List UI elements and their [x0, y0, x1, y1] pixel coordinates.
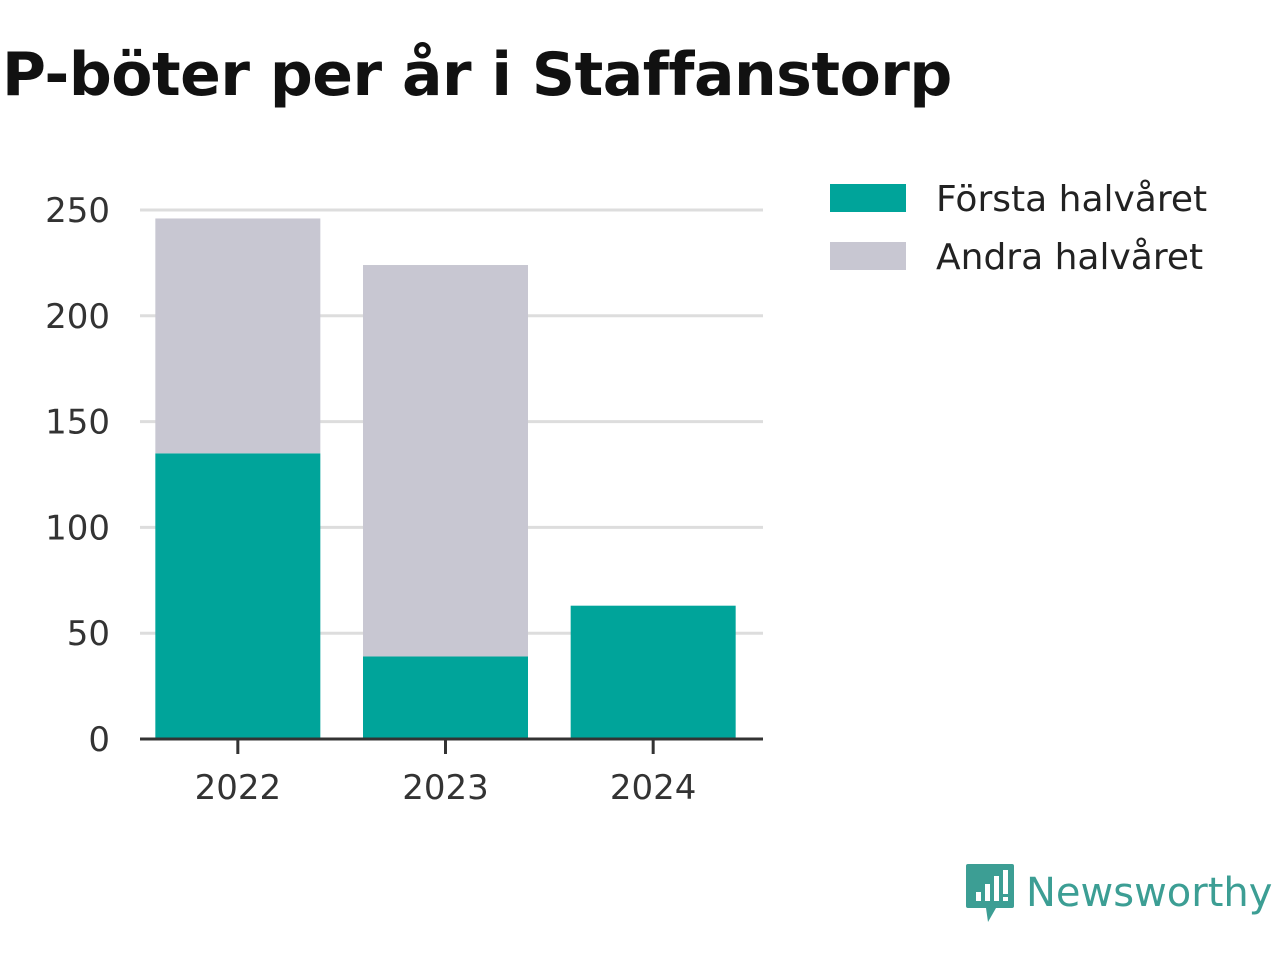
- legend-swatch: [830, 242, 906, 270]
- newsworthy-logo-icon: [966, 864, 1014, 922]
- x-tick-label: 2024: [610, 768, 697, 808]
- legend-label: Andra halvåret: [936, 237, 1203, 278]
- bar: [363, 656, 528, 739]
- y-tick-label: 100: [45, 508, 110, 548]
- brand-name: Newsworthy: [1026, 870, 1273, 916]
- bars: [155, 218, 736, 739]
- bar: [363, 265, 528, 657]
- bar: [570, 605, 736, 739]
- newsworthy-logo: Newsworthy: [964, 862, 1272, 924]
- x-axis-ticks: 2022 2023 2024: [195, 739, 697, 808]
- y-tick-label: 200: [45, 297, 110, 337]
- y-tick-label: 150: [45, 403, 110, 443]
- legend-label: Första halvåret: [936, 179, 1207, 220]
- bar: [155, 218, 321, 454]
- x-tick-label: 2022: [195, 768, 282, 808]
- y-tick-label: 50: [67, 614, 110, 654]
- x-tick-label: 2023: [402, 768, 489, 808]
- chart-title: P-böter per år i Staffanstorp: [2, 40, 952, 110]
- y-tick-label: 250: [45, 191, 110, 231]
- legend-swatch: [830, 184, 906, 212]
- legend: Första halvåret Andra halvåret: [830, 179, 1207, 278]
- y-tick-label: 0: [88, 720, 110, 760]
- bar: [155, 453, 321, 739]
- y-axis-ticks: 0 50 100 150 200 250: [45, 191, 110, 760]
